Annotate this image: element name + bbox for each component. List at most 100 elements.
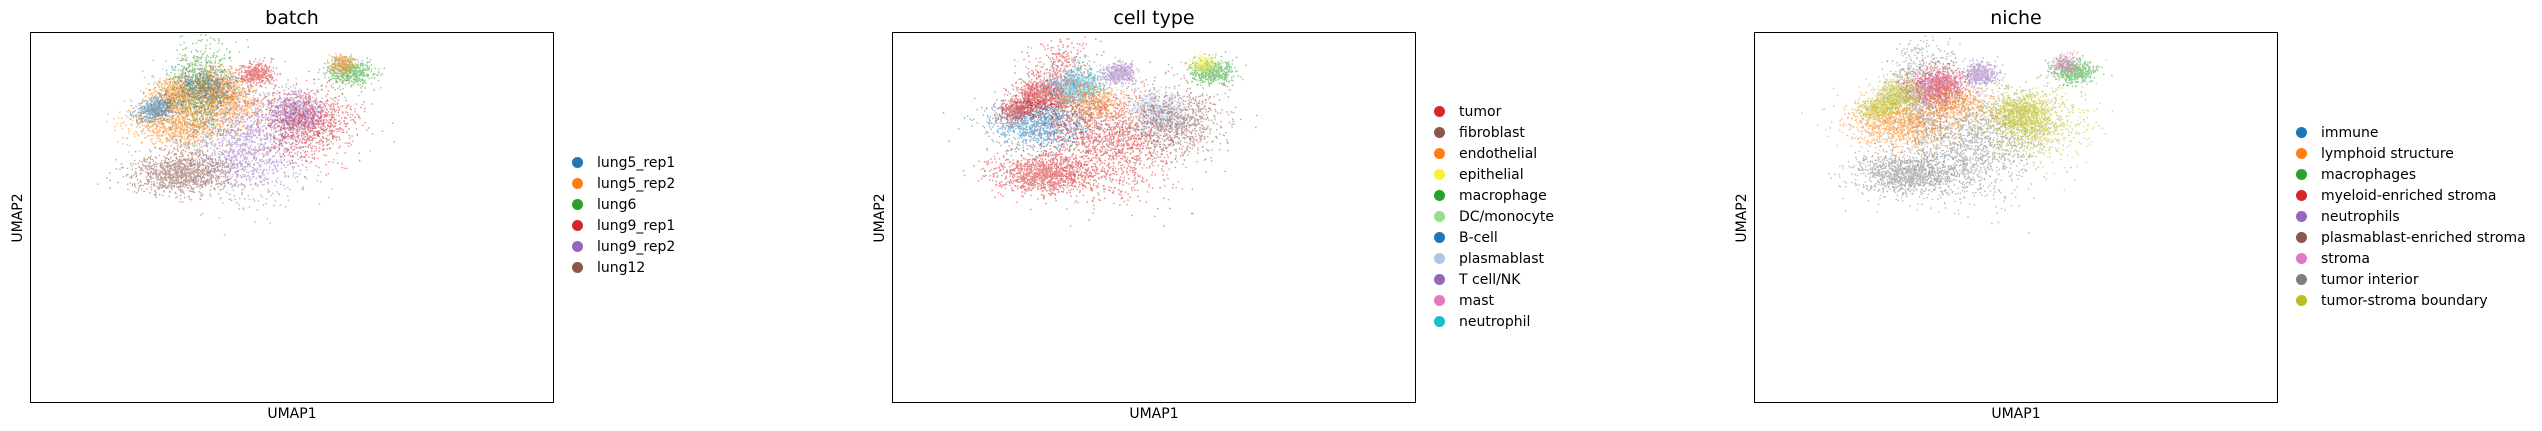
point-cluster [1105, 67, 1258, 180]
point-cluster [1828, 134, 1986, 213]
legend-label: T cell/NK [1459, 271, 1521, 288]
chart-title: cell type [1113, 7, 1195, 29]
legend-label: lung5_rep1 [597, 154, 676, 171]
scatter-points [1902, 73, 2009, 135]
legend-label: tumor interior [2321, 271, 2419, 288]
legend-label: tumor-stroma boundary [2321, 292, 2488, 309]
legend-marker [1434, 169, 1445, 180]
legend-item: T cell/NK [1434, 269, 1554, 290]
legend-item: tumor interior [2296, 269, 2526, 290]
scatter-points [1828, 134, 1986, 213]
legend-item: lymphoid structure [2296, 143, 2526, 164]
legend-item: mast [1434, 290, 1554, 311]
point-cluster [1886, 55, 1979, 122]
scatter-points [962, 141, 1118, 211]
scatter-points [1949, 57, 2113, 191]
legend-label: lung12 [597, 259, 646, 276]
scatter-points [106, 80, 253, 160]
point-cluster [1949, 57, 2113, 191]
legend-label: neutrophil [1459, 313, 1531, 330]
scatter-points [1853, 89, 1915, 133]
scatter-points [1010, 50, 1117, 117]
plot-area [892, 32, 1416, 403]
legend-item: immune [2296, 122, 2526, 143]
scatter-points [1005, 53, 1214, 227]
legend-item: lung5_rep2 [572, 173, 675, 194]
chart-title: niche [1990, 7, 2042, 29]
legend-item: lung9_rep1 [572, 215, 675, 236]
legend-marker [1434, 274, 1445, 285]
point-cluster [154, 56, 251, 120]
legend-label: mast [1459, 292, 1494, 309]
legend-item: macrophage [1434, 185, 1554, 206]
point-cluster [129, 92, 191, 128]
point-cluster [1853, 89, 1915, 133]
point-cluster [1857, 61, 1952, 124]
x-axis-label: UMAP1 [267, 406, 317, 422]
legend-marker [1434, 232, 1445, 243]
legend-item: macrophages [2296, 164, 2526, 185]
scatter-points [2048, 50, 2084, 76]
point-cluster [1801, 86, 1974, 165]
legend-label: stroma [2321, 250, 2371, 267]
legend-marker [1434, 190, 1445, 201]
point-cluster [97, 140, 264, 203]
scatter-points [234, 57, 281, 90]
legend-item: B-cell [1434, 227, 1554, 248]
legend-label: plasmablast-enriched stroma [2321, 229, 2526, 246]
point-cluster [1902, 73, 2009, 135]
point-cluster [234, 57, 281, 90]
legend-label: myeloid-enriched stroma [2321, 187, 2497, 204]
scatter-points [228, 67, 396, 190]
scatter-points [1090, 57, 1140, 90]
legend-marker [2296, 148, 2307, 159]
legend-marker [1434, 127, 1445, 138]
legend-label: neutrophils [2321, 208, 2400, 225]
legend-marker [2296, 274, 2307, 285]
legend-item: neutrophil [1434, 311, 1554, 332]
legend-label: immune [2321, 124, 2379, 141]
legend-marker [1434, 148, 1445, 159]
point-cluster [1867, 57, 2072, 234]
legend-marker [1434, 316, 1445, 327]
legend-marker [1434, 253, 1445, 264]
legend-label: fibroblast [1459, 124, 1525, 141]
legend-label: macrophage [1459, 187, 1547, 204]
scatter-points [1801, 86, 1974, 165]
legend-marker [2296, 211, 2307, 222]
legend-marker [572, 262, 583, 273]
legend-marker [2296, 169, 2307, 180]
legend-marker [2296, 190, 2307, 201]
umap-scatter [97, 34, 396, 236]
scatter-points [97, 140, 264, 203]
scatter-points [1957, 56, 2006, 94]
scatter-points [996, 70, 1080, 119]
plot-area [30, 32, 554, 403]
legend-item: lung6 [572, 194, 675, 215]
scatter-points [1184, 49, 1221, 78]
scatter-points [1857, 61, 1952, 124]
point-cluster [1117, 77, 1205, 149]
legend-item: myeloid-enriched stroma [2296, 185, 2526, 206]
scatter-points [1117, 77, 1205, 149]
scatter-points [313, 54, 385, 95]
point-cluster [2048, 50, 2084, 76]
y-axis-label: UMAP2 [1734, 193, 1750, 243]
point-cluster [996, 70, 1080, 119]
plot-area [1754, 32, 2278, 403]
legend-label: plasmablast [1459, 250, 1545, 267]
legend-label: endothelial [1459, 145, 1538, 162]
legend: lung5_rep1 lung5_rep2 lung6 lung9_rep1 lung9… [572, 152, 675, 278]
scatter-points [1105, 67, 1258, 180]
scatter-points [1886, 55, 1979, 122]
y-axis-label: UMAP2 [872, 193, 888, 243]
point-cluster [1184, 49, 1221, 78]
umap-scatter [942, 36, 1258, 227]
legend-item: fibroblast [1434, 122, 1554, 143]
legend-item: lung5_rep1 [572, 152, 675, 173]
legend-label: lymphoid structure [2321, 145, 2454, 162]
point-cluster [1090, 57, 1140, 90]
legend-label: macrophages [2321, 166, 2417, 183]
legend-item: endothelial [1434, 143, 1554, 164]
legend: immune lymphoid structure macrophages myelo… [2296, 122, 2526, 311]
